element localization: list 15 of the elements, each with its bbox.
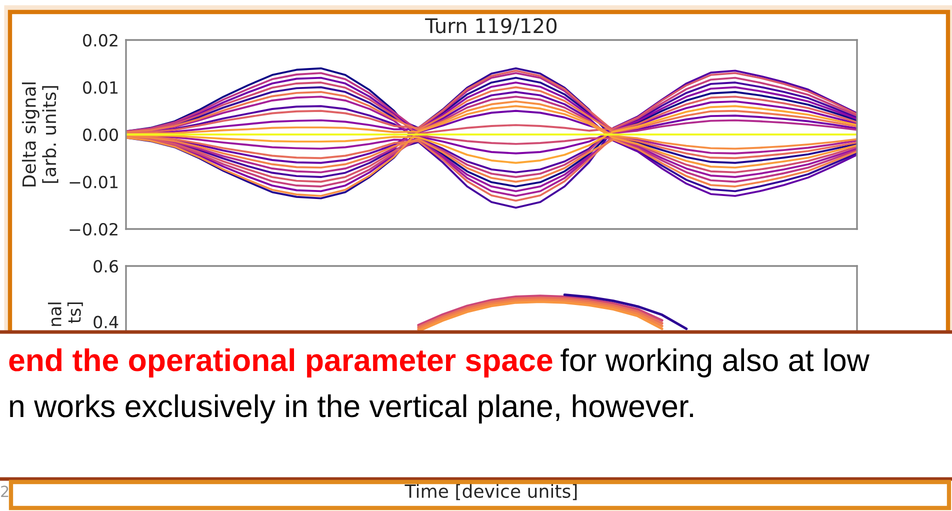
x-axis-title: Time [device units] (404, 484, 577, 500)
y-tick-label: −0.02 (70, 222, 118, 236)
text: 2 (1, 486, 8, 497)
text: for working also at low (560, 348, 870, 378)
y-tick-label: −0.01 (70, 176, 118, 188)
y-axis-title: nal ts] (48, 302, 83, 326)
text: end the operational parameter space (9, 348, 552, 378)
chart-title: Turn 119/120 (425, 18, 557, 35)
y-tick-label: 0.00 (83, 128, 118, 142)
y-tick-label: 0.01 (83, 81, 118, 94)
y-tick-label: 0.02 (83, 34, 118, 47)
y-tick-label: 0.4 (94, 316, 118, 328)
y-axis-title: Delta signal [arb. units] (22, 82, 58, 186)
text: n works exclusively in the vertical plane, however. (10, 394, 693, 424)
y-tick-label: 0.6 (94, 260, 118, 273)
